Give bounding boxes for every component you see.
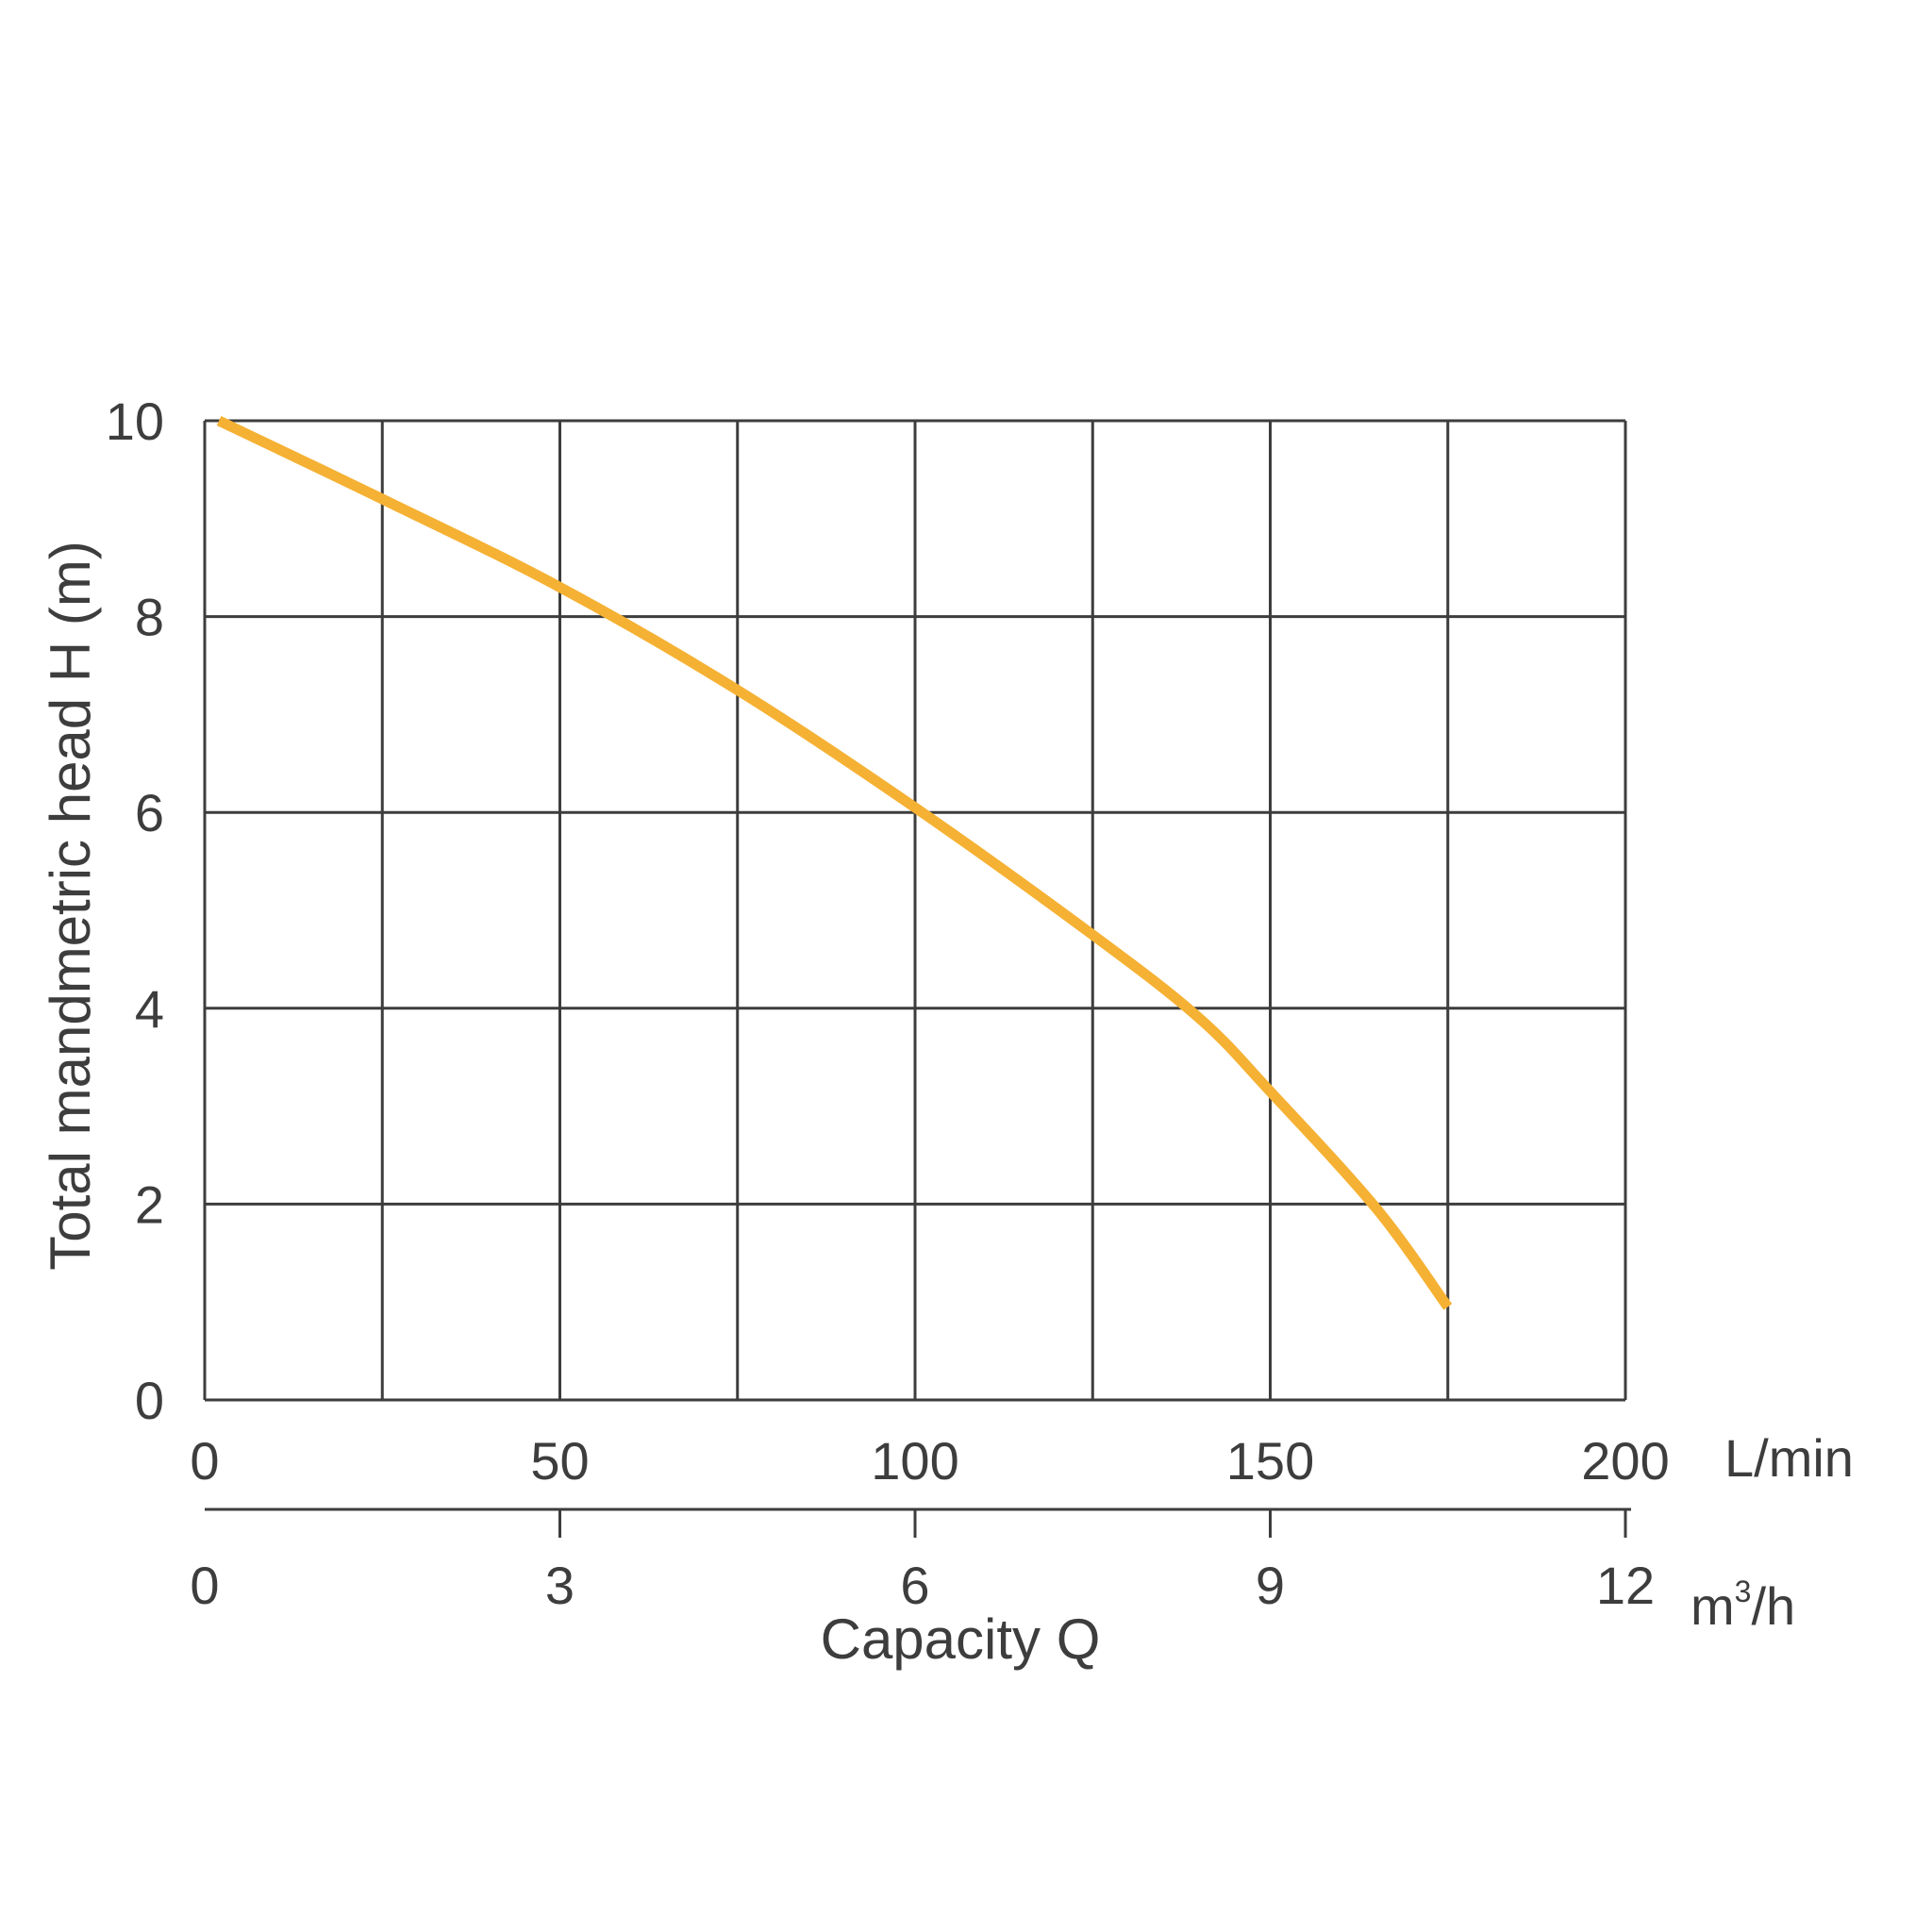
- x-unit-secondary: m3/h: [1690, 1574, 1795, 1636]
- x-tick-label-1: 50: [530, 1431, 589, 1491]
- x-unit-secondary-base: m: [1690, 1576, 1735, 1636]
- x-tick-label-3: 150: [1226, 1431, 1314, 1491]
- y-tick-label-1: 2: [135, 1174, 164, 1234]
- y-tick-label-0: 0: [135, 1371, 164, 1430]
- x-unit-primary: L/min: [1724, 1428, 1854, 1488]
- y-axis-title: Total mandmetric head H (m): [39, 541, 102, 1271]
- x-tick-label-2: 100: [871, 1431, 958, 1491]
- series-layer: [216, 416, 1453, 1310]
- y-tick-label-4: 8: [135, 588, 164, 647]
- x-unit-secondary-tail: /h: [1751, 1576, 1795, 1636]
- y-tick-labels: 0 2 4 6 8 10: [106, 391, 164, 1430]
- x-tick-label-0: 0: [190, 1431, 219, 1491]
- y-tick-label-2: 4: [135, 979, 164, 1039]
- secondary-x-axis: 0 3 6 9 12: [190, 1507, 1655, 1615]
- y-tick-label-3: 6: [135, 783, 164, 842]
- x-axis-title: Capacity Q: [821, 1607, 1101, 1671]
- x-tick-label-4: 200: [1581, 1431, 1669, 1491]
- series-line-0: [216, 416, 1453, 1310]
- secondary-tick-label-2: 6: [900, 1556, 929, 1615]
- x-unit-secondary-sup: 3: [1735, 1574, 1752, 1608]
- secondary-tick-label-4: 12: [1596, 1556, 1655, 1615]
- x-tick-labels: 0 50 100 150 200: [190, 1431, 1669, 1491]
- secondary-tick-label-0: 0: [190, 1556, 219, 1615]
- secondary-tick-label-3: 9: [1256, 1556, 1285, 1615]
- y-tick-label-5: 10: [106, 391, 164, 451]
- secondary-tick-label-1: 3: [545, 1556, 575, 1615]
